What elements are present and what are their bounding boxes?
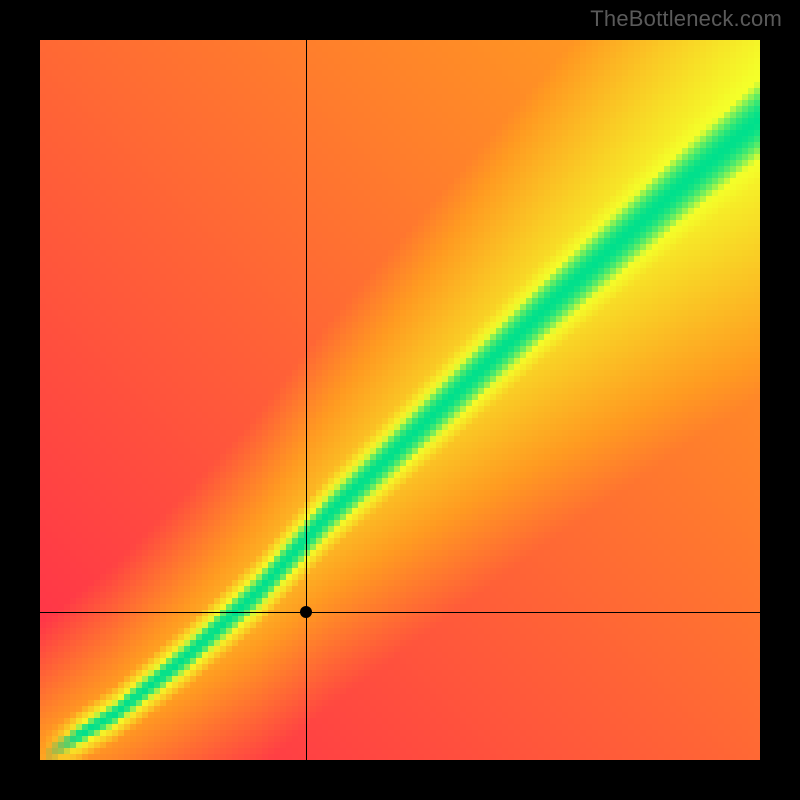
attribution-label: TheBottleneck.com <box>590 6 782 32</box>
crosshair-horizontal <box>40 612 760 613</box>
chart-frame: TheBottleneck.com <box>0 0 800 800</box>
crosshair-marker <box>300 606 312 618</box>
crosshair-vertical <box>306 40 307 760</box>
plot-area <box>40 40 760 760</box>
heatmap-canvas <box>40 40 760 760</box>
